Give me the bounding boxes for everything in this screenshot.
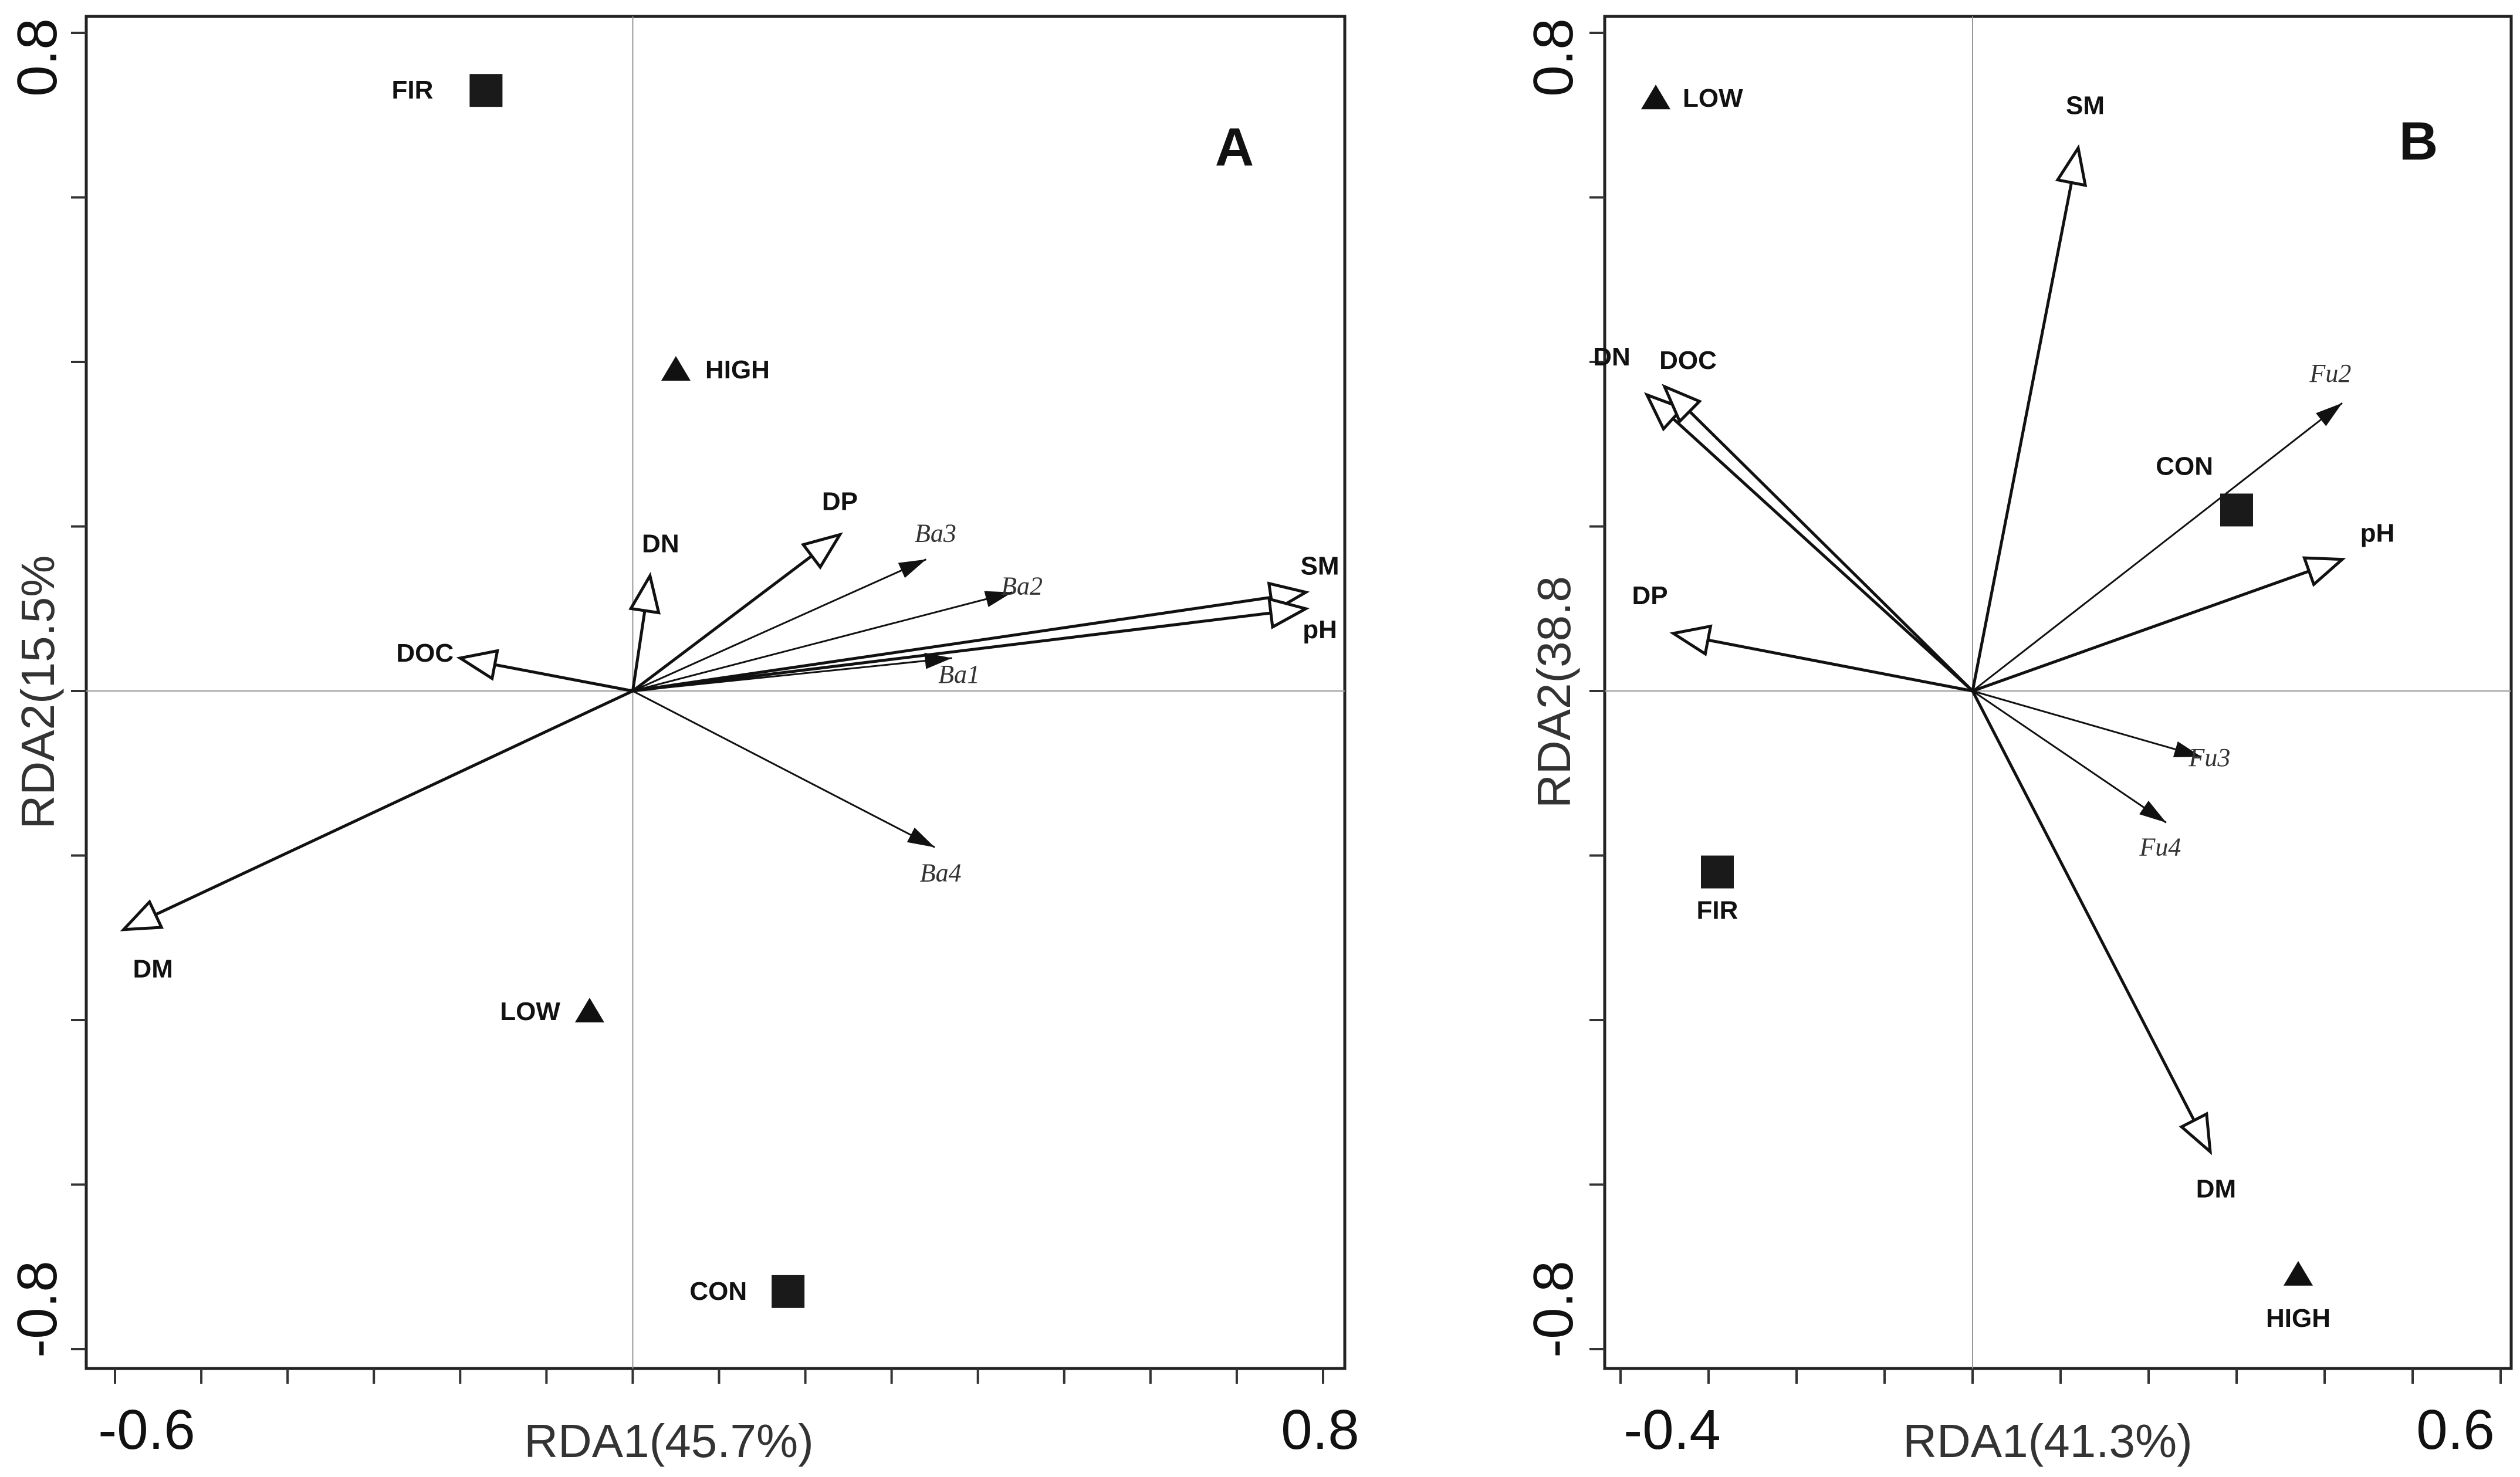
- panel-b-env-arrow-sm: [1971, 147, 2081, 692]
- panel-a-env-arrowhead-dn: [628, 571, 661, 615]
- panel-b-species-arrowhead-fu4: [2139, 800, 2166, 823]
- panel-a-x-tick-min: -0.6: [98, 1398, 195, 1461]
- panel-b-species-arrow-fu3: [1972, 690, 2202, 758]
- panel-a-species-arrow-ba1: [632, 657, 952, 692]
- panel-b-frame: [1603, 15, 2513, 1370]
- panel-b-species-arrow-fu2: [1972, 402, 2343, 692]
- panel-b-env-arrowhead-doc: [1662, 384, 1702, 424]
- panel-b-x-tick-min: -0.4: [1623, 1398, 1720, 1461]
- panel-b-env-label-dp: DP: [1632, 581, 1667, 610]
- panel-b-env-arrowhead-dp: [1669, 624, 1713, 656]
- panel-b-env-arrowhead-ph: [2302, 556, 2346, 587]
- panel-b-env-arrowhead-dn: [1644, 392, 1685, 432]
- panel-a-x-axis-title: RDA1(45.7%): [524, 1415, 814, 1467]
- panel-a-species-label-ba3: Ba3: [915, 519, 956, 548]
- panel-b-site-label-fir: FIR: [1697, 896, 1738, 925]
- panel-b-env-arrowhead-dm: [2179, 1112, 2213, 1156]
- panel-b-species-arrow-fu4: [1972, 690, 2167, 824]
- panel-b-env-arrow-dp: [1672, 631, 1973, 693]
- panel-a-env-label-dn: DN: [642, 530, 679, 558]
- panel-a-site-marker-high: [661, 356, 691, 381]
- panel-a-site-label-low: LOW: [500, 997, 560, 1026]
- panel-b-site-label-low: LOW: [1683, 84, 1743, 113]
- panel-a-site-label-con: CON: [689, 1277, 747, 1306]
- panel-a-env-arrowhead-doc: [456, 649, 499, 681]
- panel-b-species-arrowhead-fu2: [2316, 403, 2342, 426]
- panel-b-env-label-dn: DN: [1593, 343, 1631, 371]
- panel-b-env-label-ph: pH: [2360, 519, 2395, 548]
- panel-b-sites: LOW CON FIR HIGH: [1641, 84, 2330, 1333]
- panel-a-letter: A: [1215, 117, 1254, 177]
- panel-b-site-marker-high: [2284, 1261, 2313, 1286]
- panel-a-species-arrowhead-ba3: [898, 559, 926, 578]
- panel-a-y-tick-min: -0.8: [6, 1261, 69, 1357]
- panel-a-env-label-dm: DM: [133, 955, 172, 984]
- panel-a-x-tick-max: 0.8: [1281, 1398, 1359, 1461]
- panel-b-site-marker-low: [1641, 84, 1670, 110]
- panel-a-ticks: [71, 32, 1324, 1384]
- panel-b-species-label-fu4: Fu4: [2139, 832, 2181, 861]
- panel-a-env-arrow-dp: [631, 533, 841, 692]
- panel-a-sites: FIR HIGH LOW CON: [392, 74, 805, 1308]
- panel-a-zero-lines: [86, 16, 1345, 1368]
- panel-a-species-label-ba2: Ba2: [1001, 572, 1043, 601]
- panel-b-site-label-high: HIGH: [2266, 1304, 2330, 1333]
- panel-a-env-label-dp: DP: [822, 487, 858, 516]
- panel-a-frame: [84, 15, 1347, 1370]
- panel-a-y-tick-max: 0.8: [6, 18, 69, 96]
- panel-b-ticks: [1589, 32, 2502, 1384]
- panel-b-species-label-fu3: Fu3: [2188, 743, 2231, 772]
- panel-b-env-arrow-ph: [1972, 558, 2343, 693]
- panel-a-species-arrow-ba4: [632, 690, 935, 848]
- panel-b-env-label-doc: DOC: [1659, 346, 1717, 375]
- panel-a-env-arrow-sm: [632, 590, 1307, 693]
- panel-a-species-arrow-ba3: [632, 558, 927, 692]
- panel-b-site-marker-fir: [1701, 855, 1734, 889]
- panel-b-x-axis-title: RDA1(41.3%): [1903, 1415, 2193, 1467]
- panel-b: SM DN DOC pH DP DM Fu2 Fu3 Fu4 LOW CON FIR HIGH 0.8…: [1522, 15, 2513, 1467]
- panel-a-env-label-doc: DOC: [396, 639, 454, 668]
- panel-a-env-arrowhead-dp: [800, 532, 843, 570]
- panel-a-species-arrowhead-ba1: [924, 652, 952, 669]
- panel-b-env-label-sm: SM: [2066, 91, 2105, 120]
- panel-b-env-arrow-dm: [1971, 690, 2212, 1153]
- panel-a-vectors: SM pH DP DN DOC DM Ba3 Ba2 Ba1 Ba4: [120, 487, 1340, 984]
- panel-a-env-arrow-ph: [632, 605, 1307, 693]
- panel-a-site-marker-low: [574, 997, 604, 1022]
- panel-b-y-tick-min: -0.8: [1522, 1261, 1585, 1357]
- panel-b-letter: B: [2399, 111, 2438, 171]
- panel-a-env-arrowhead-dm: [120, 899, 164, 931]
- panel-b-env-arrowhead-sm: [2055, 144, 2088, 187]
- panel-b-x-tick-max: 0.6: [2416, 1398, 2494, 1461]
- panel-b-env-arrow-doc: [1663, 385, 1974, 692]
- panel-a-env-arrow-dm: [122, 689, 634, 931]
- panel-a-site-label-fir: FIR: [392, 76, 434, 104]
- panel-b-vectors: SM DN DOC pH DP DM Fu2 Fu3 Fu4: [1593, 91, 2394, 1203]
- panel-b-y-axis-title: RDA2(38.8: [1528, 576, 1580, 808]
- panel-a-species-arrowhead-ba4: [906, 827, 935, 848]
- panel-a-species-label-ba1: Ba1: [938, 660, 980, 689]
- panel-b-site-label-con: CON: [2156, 452, 2213, 480]
- panel-a-env-label-sm: SM: [1301, 552, 1340, 581]
- panel-a-site-label-high: HIGH: [705, 355, 770, 384]
- panel-a-species-label-ba4: Ba4: [920, 858, 962, 887]
- panel-a-site-marker-fir: [469, 74, 503, 107]
- panel-a-y-axis-title: RDA2(15.5%: [12, 555, 64, 829]
- panel-b-env-arrow-dn: [1646, 394, 1974, 692]
- panel-a-env-label-ph: pH: [1303, 615, 1337, 644]
- panel-b-species-label-fu2: Fu2: [2309, 359, 2352, 388]
- panel-b-env-label-dm: DM: [2196, 1174, 2236, 1203]
- panel-b-species-arrowhead-fu3: [2173, 741, 2201, 757]
- panel-a-env-arrowhead-ph: [1267, 597, 1310, 629]
- panel-a-species-arrowhead-ba2: [984, 591, 1013, 607]
- panel-a-species-arrow-ba2: [632, 591, 1013, 692]
- panel-b-site-marker-con: [2220, 493, 2253, 527]
- panel-a-site-marker-con: [772, 1275, 805, 1308]
- panel-b-y-tick-max: 0.8: [1522, 18, 1585, 96]
- panel-b-zero-lines: [1605, 16, 2511, 1368]
